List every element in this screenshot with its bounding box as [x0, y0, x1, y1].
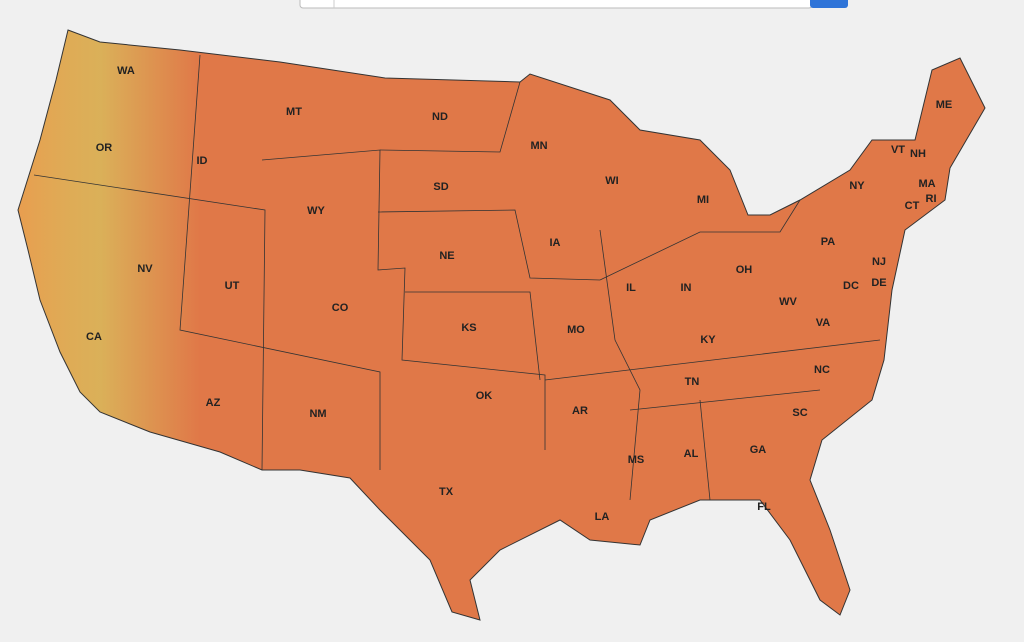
state-label: FL [757, 501, 771, 513]
state-label: WY [307, 205, 325, 217]
state-label: OK [476, 390, 493, 402]
coast-fill [18, 30, 220, 620]
state-label: CA [86, 331, 102, 343]
state-borders [33, 54, 881, 501]
state-label: DE [871, 277, 886, 289]
state-label: NM [309, 408, 326, 420]
state-label: MN [530, 140, 547, 152]
state-label: KS [461, 322, 476, 334]
state-label: TX [439, 486, 454, 498]
state-label: ND [432, 111, 448, 123]
state-label: CT [905, 200, 920, 212]
state-label: VA [816, 317, 831, 329]
state-label: WV [779, 296, 797, 308]
state-label: MO [567, 324, 585, 336]
state-label: AL [684, 448, 699, 460]
state-label: NJ [872, 256, 886, 268]
state-label: GA [750, 444, 767, 456]
state-label: KY [700, 334, 716, 346]
state-label: NE [439, 250, 454, 262]
state-label: AZ [206, 397, 221, 409]
state-label: SC [792, 407, 807, 419]
state-label: RI [926, 193, 937, 205]
state-label: OH [736, 264, 753, 276]
state-label: VT [891, 144, 905, 156]
state-label: OR [96, 142, 113, 154]
state-label: TN [685, 376, 700, 388]
search-button[interactable] [810, 0, 848, 8]
state-label: SD [433, 181, 448, 193]
state-label: DC [843, 280, 859, 292]
state-label: MI [697, 194, 709, 206]
state-label: MA [918, 178, 935, 190]
state-label: IL [626, 282, 636, 294]
search-input[interactable] [299, 0, 813, 9]
state-label: LA [595, 511, 610, 523]
state-label: ID [197, 155, 208, 167]
state-labels: WA OR ID MT ND MN WI MI NY VT NH ME MA CT RI PA NJ DE DC SD… [86, 65, 952, 523]
state-label: UT [225, 280, 240, 292]
state-label: NC [814, 364, 830, 376]
state-label: WA [117, 65, 135, 77]
state-label: NY [849, 180, 865, 192]
state-label: IA [550, 237, 561, 249]
state-label: MT [286, 106, 302, 118]
state-label: WI [605, 175, 618, 187]
state-label: PA [821, 236, 836, 248]
state-label: NV [137, 263, 153, 275]
us-outline [17, 29, 986, 621]
state-label: ME [936, 99, 953, 111]
state-label: MS [628, 454, 645, 466]
zone-map [18, 30, 985, 620]
state-label: CO [332, 302, 349, 314]
state-label: NH [910, 148, 926, 160]
state-label: AR [572, 405, 588, 417]
state-label: IN [681, 282, 692, 294]
